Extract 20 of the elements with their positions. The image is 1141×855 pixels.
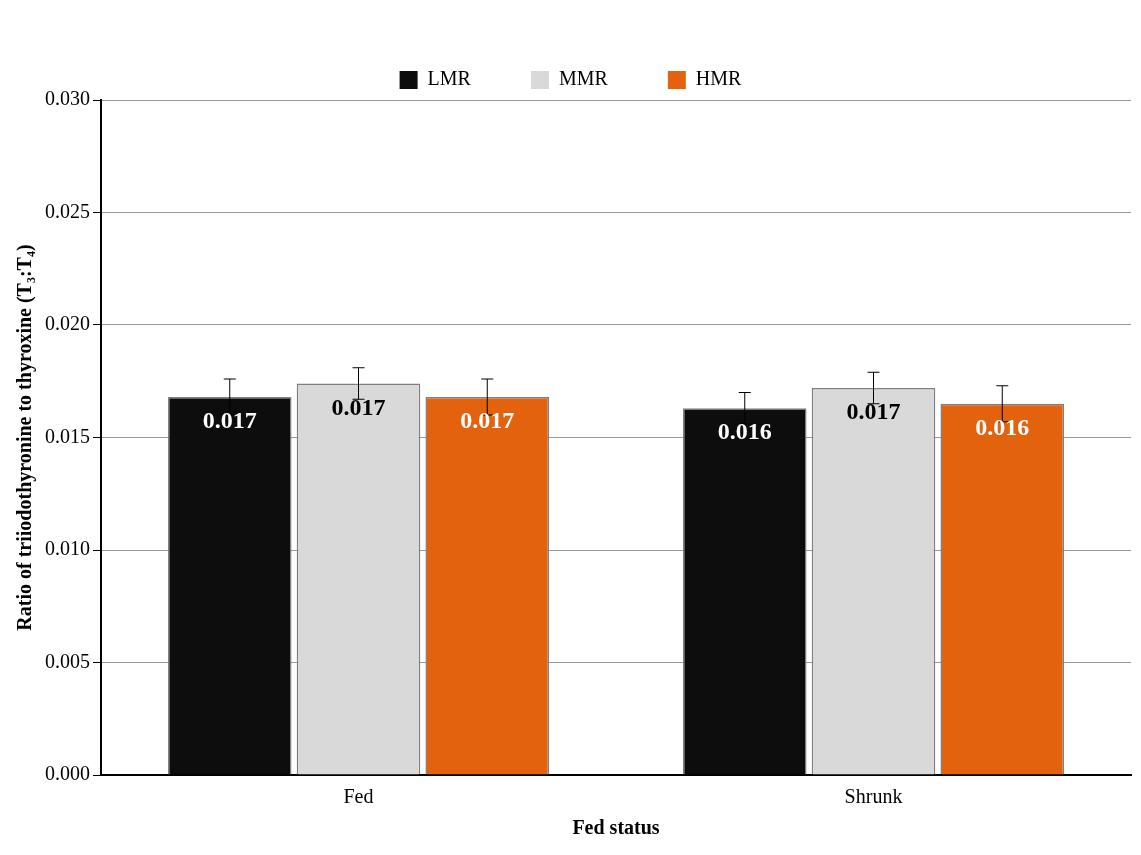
legend-label: HMR: [695, 67, 743, 90]
data-label: 0.017: [202, 407, 257, 434]
y-tick-label: 0.030: [45, 87, 90, 110]
y-tick-label: 0.000: [45, 762, 90, 785]
y-tick-label: 0.025: [45, 199, 90, 222]
data-label: 0.017: [846, 398, 901, 425]
data-label: 0.017: [331, 393, 386, 420]
y-tick-label: 0.005: [45, 649, 90, 672]
data-label: 0.017: [460, 407, 515, 434]
x-tick-label: Shrunk: [844, 785, 903, 808]
legend-label: MMR: [558, 67, 609, 90]
x-axis-title: Fed status: [572, 816, 660, 839]
data-label: 0.016: [717, 418, 772, 445]
y-tick-label: 0.010: [45, 537, 90, 560]
y-axis-title: Ratio of triiodothyronine to thyroxine (T₃:T₄): [13, 244, 37, 631]
legend-label: LMR: [427, 67, 472, 90]
y-tick-label: 0.020: [45, 312, 90, 335]
x-tick-label: Fed: [343, 785, 374, 808]
y-tick-label: 0.015: [45, 424, 90, 447]
data-label: 0.016: [975, 413, 1030, 440]
